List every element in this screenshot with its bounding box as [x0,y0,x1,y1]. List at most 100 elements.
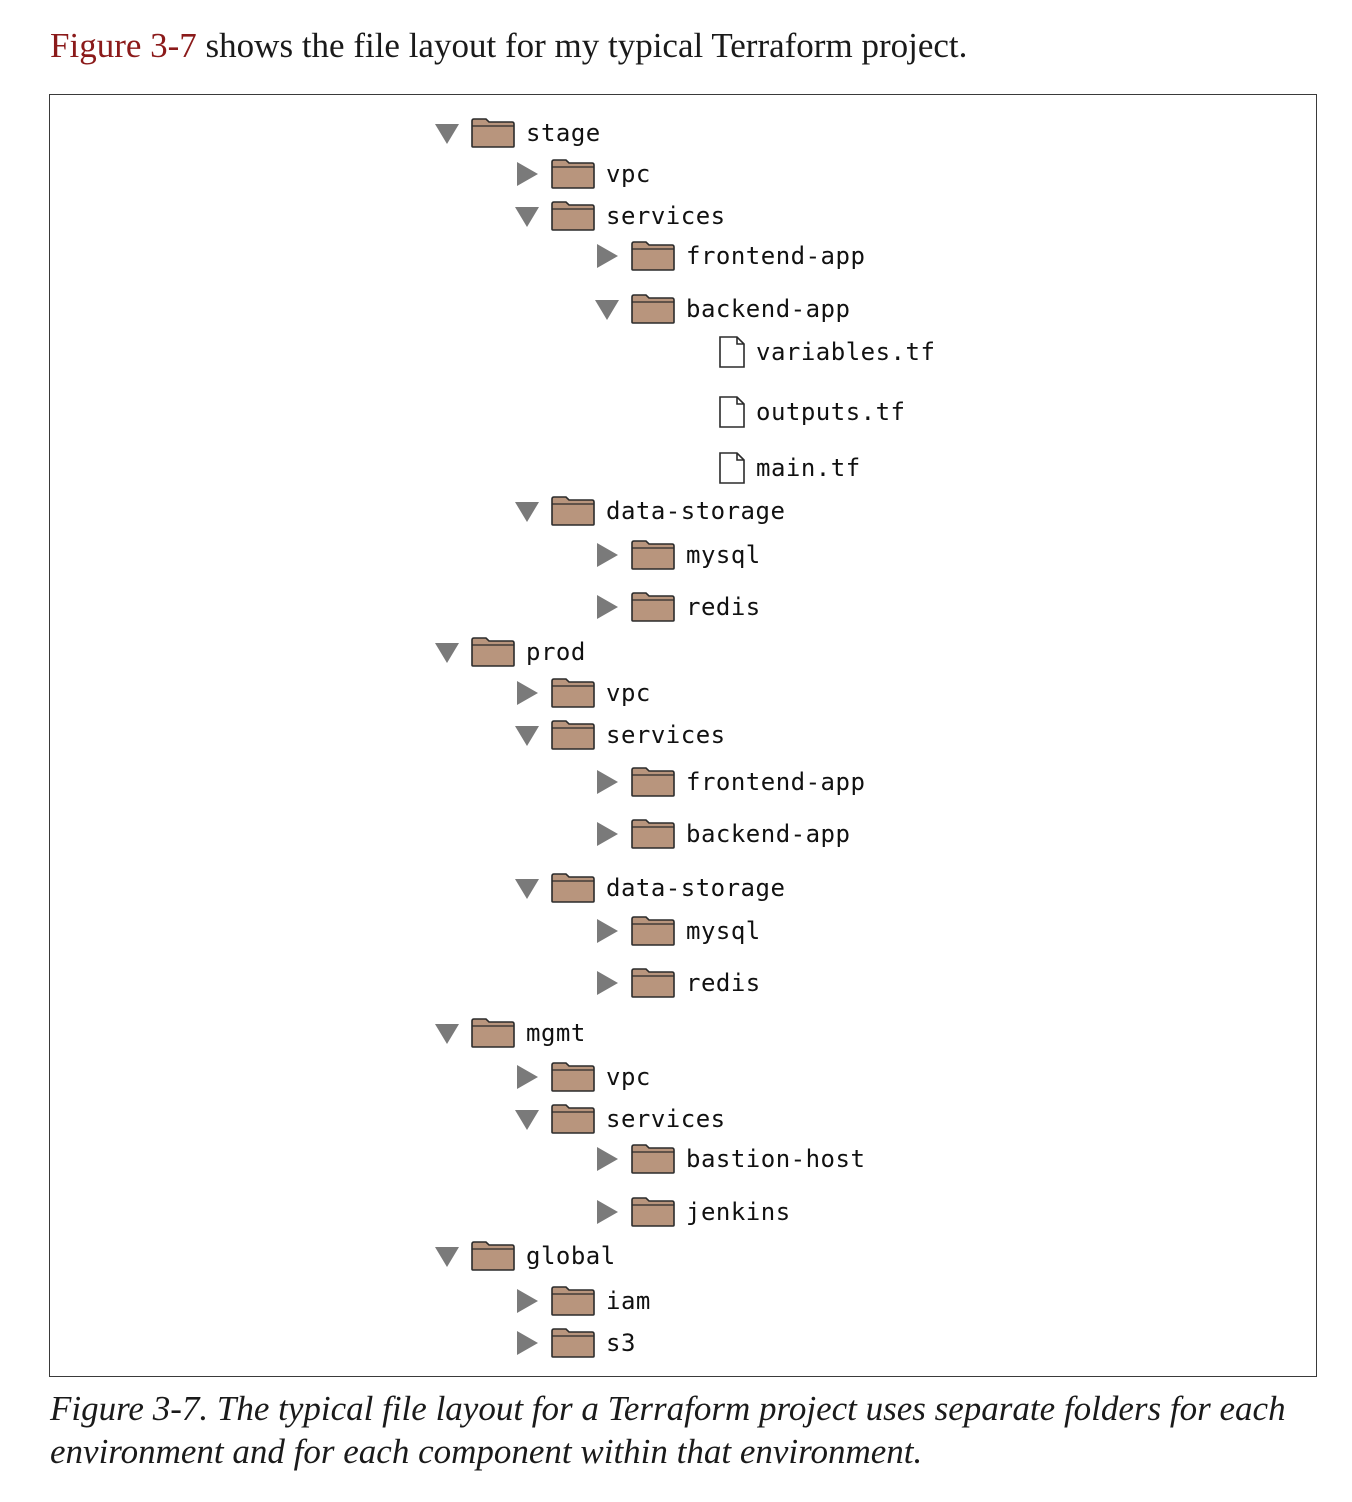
tree-folder-row[interactable]: redis [594,587,761,627]
tree-folder-row[interactable]: services [514,196,726,236]
tree-item-label: bastion-host [686,1145,866,1173]
folder-icon [550,1285,596,1317]
tree-item-label: main.tf [756,454,861,482]
file-tree: stage vpc services frontend-app backend-app v… [50,95,1316,1376]
tree-item-label: prod [526,638,586,666]
tree-folder-row[interactable]: mysql [594,911,761,951]
tree-item-label: redis [686,593,761,621]
expanded-triangle-icon[interactable] [434,1020,460,1046]
tree-folder-row[interactable]: services [514,715,726,755]
tree-file-row[interactable]: main.tf [674,448,861,488]
collapsed-triangle-icon[interactable] [514,1064,540,1090]
caption-line-2: environment and for each component withi… [50,1432,923,1471]
collapsed-triangle-icon[interactable] [594,918,620,944]
collapsed-triangle-icon[interactable] [514,1330,540,1356]
tree-item-label: frontend-app [686,768,866,796]
expanded-triangle-icon[interactable] [514,722,540,748]
folder-icon [550,158,596,190]
folder-icon [630,1143,676,1175]
tree-folder-row[interactable]: redis [594,963,761,1003]
tree-folder-row[interactable]: backend-app [594,289,850,329]
folder-icon [550,872,596,904]
tree-folder-row[interactable]: data-storage [514,491,785,531]
tree-item-label: vpc [606,1063,651,1091]
folder-icon [550,495,596,527]
folder-icon [630,967,676,999]
folder-icon [630,915,676,947]
tree-file-row[interactable]: outputs.tf [674,392,906,432]
tree-folder-row[interactable]: vpc [514,154,651,194]
tree-item-label: redis [686,969,761,997]
tree-item-label: data-storage [606,874,786,902]
caption-line-1: Figure 3-7. The typical file layout for … [50,1389,1286,1428]
tree-item-label: stage [526,119,601,147]
folder-icon [550,200,596,232]
tree-item-label: global [526,1242,616,1270]
tree-item-label: backend-app [686,820,851,848]
file-icon [718,451,746,485]
expanded-triangle-icon[interactable] [514,498,540,524]
tree-folder-row[interactable]: mysql [594,535,761,575]
tree-folder-row[interactable]: prod [434,632,586,672]
figure-caption: Figure 3-7. The typical file layout for … [50,1387,1310,1473]
folder-icon [630,766,676,798]
tree-folder-row[interactable]: data-storage [514,868,785,908]
tree-item-label: mgmt [526,1019,586,1047]
expanded-triangle-icon[interactable] [434,120,460,146]
collapsed-triangle-icon[interactable] [594,243,620,269]
folder-icon [470,1240,516,1272]
tree-item-label: s3 [606,1329,636,1357]
tree-folder-row[interactable]: bastion-host [594,1139,865,1179]
expanded-triangle-icon[interactable] [434,1243,460,1269]
tree-folder-row[interactable]: global [434,1236,616,1276]
collapsed-triangle-icon[interactable] [594,821,620,847]
collapsed-triangle-icon[interactable] [594,594,620,620]
collapsed-triangle-icon[interactable] [594,769,620,795]
folder-icon [550,1103,596,1135]
collapsed-triangle-icon[interactable] [514,1288,540,1314]
figure-reference-link[interactable]: Figure 3-7 [50,26,197,65]
tree-folder-row[interactable]: vpc [514,1057,651,1097]
figure-frame: stage vpc services frontend-app backend-app v… [49,94,1317,1377]
folder-icon [630,293,676,325]
collapsed-triangle-icon[interactable] [594,1199,620,1225]
expanded-triangle-icon[interactable] [514,203,540,229]
file-icon [718,395,746,429]
folder-icon [550,1327,596,1359]
folder-icon [630,818,676,850]
tree-item-label: mysql [686,541,761,569]
tree-item-label: variables.tf [756,338,936,366]
collapsed-triangle-icon[interactable] [514,161,540,187]
tree-file-row[interactable]: variables.tf [674,332,935,372]
tree-folder-row[interactable]: frontend-app [594,236,865,276]
tree-folder-row[interactable]: s3 [514,1323,636,1363]
tree-folder-row[interactable]: mgmt [434,1013,586,1053]
tree-folder-row[interactable]: iam [514,1281,651,1321]
expanded-triangle-icon[interactable] [594,296,620,322]
collapsed-triangle-icon[interactable] [514,680,540,706]
folder-icon [470,636,516,668]
collapsed-triangle-icon[interactable] [594,970,620,996]
file-icon [718,335,746,369]
collapsed-triangle-icon[interactable] [594,542,620,568]
tree-item-label: vpc [606,160,651,188]
folder-icon [550,677,596,709]
tree-folder-row[interactable]: jenkins [594,1192,791,1232]
expanded-triangle-icon[interactable] [514,1106,540,1132]
tree-item-label: services [606,721,726,749]
tree-item-label: frontend-app [686,242,866,270]
tree-item-label: vpc [606,679,651,707]
expanded-triangle-icon[interactable] [514,875,540,901]
tree-item-label: services [606,202,726,230]
tree-folder-row[interactable]: frontend-app [594,762,865,802]
collapsed-triangle-icon[interactable] [594,1146,620,1172]
tree-item-label: jenkins [686,1198,791,1226]
tree-folder-row[interactable]: backend-app [594,814,850,854]
tree-folder-row[interactable]: stage [434,113,601,153]
expanded-triangle-icon[interactable] [434,639,460,665]
tree-item-label: services [606,1105,726,1133]
tree-folder-row[interactable]: vpc [514,673,651,713]
folder-icon [630,240,676,272]
tree-folder-row[interactable]: services [514,1099,726,1139]
folder-icon [630,591,676,623]
